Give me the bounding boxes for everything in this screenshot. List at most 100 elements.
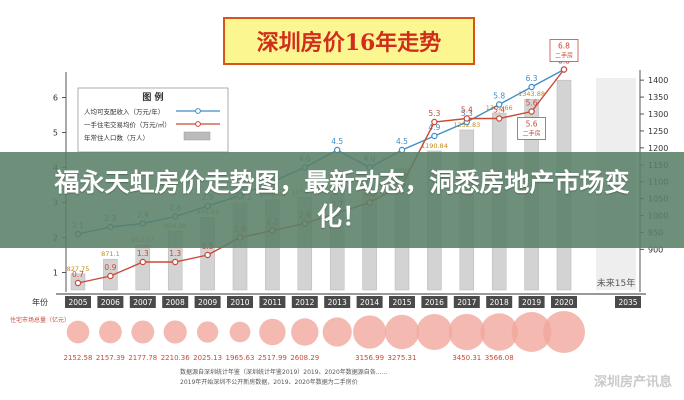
year-label: 2013 — [328, 298, 347, 307]
market-bubble — [229, 321, 251, 343]
year-label: 2007 — [133, 298, 152, 307]
year-box — [551, 296, 577, 308]
market-bubble — [163, 320, 187, 344]
price-point — [496, 115, 503, 122]
source-note-2: 2019年开始深圳不公开新房数据，2019、2020年数据为二手房价 — [180, 378, 358, 386]
chart-title: 深圳房价16年走势 — [257, 30, 442, 56]
year-axis-label: 年份 — [32, 297, 48, 307]
market-value-label: 2210.36 — [161, 354, 190, 362]
market-bubble — [259, 318, 286, 346]
price-point — [139, 258, 146, 266]
income-point — [431, 132, 438, 140]
price-point — [463, 115, 470, 122]
right-tick-label: 1300 — [648, 110, 668, 119]
year-box — [389, 296, 415, 308]
year-box — [65, 296, 91, 308]
year-box — [162, 296, 189, 308]
market-value-label: 3156.99 — [355, 354, 384, 362]
market-value-label: 1965.63 — [226, 354, 255, 362]
year-box — [421, 296, 448, 308]
price-point — [171, 258, 179, 266]
population-label: 1343.88 — [518, 90, 545, 98]
price-label: 1.3 — [137, 249, 149, 258]
price-label: 5.3 — [428, 109, 440, 118]
price-label: 0.9 — [104, 263, 116, 272]
market-bubble — [99, 320, 122, 344]
right-tick-label: 1400 — [648, 76, 668, 85]
price-point — [528, 108, 535, 115]
population-label: 827.75 — [67, 265, 90, 273]
year-label: 2010 — [230, 298, 249, 307]
price-note-box — [517, 117, 546, 140]
year-label: 2009 — [198, 298, 217, 307]
legend-marker — [195, 108, 201, 114]
price-point — [560, 66, 568, 73]
right-tick-label: 1200 — [648, 144, 668, 153]
price-label: 5.4 — [493, 106, 505, 115]
market-value-label: 2157.39 — [96, 354, 125, 362]
legend-label: 年常住人口数（万人） — [84, 133, 149, 142]
price-note-value: 5.6 — [526, 120, 538, 129]
income-point — [528, 83, 535, 91]
year-box — [486, 296, 513, 308]
market-bubble — [322, 317, 352, 347]
market-bubble — [543, 311, 585, 353]
price-point — [204, 251, 211, 259]
market-bubble — [196, 321, 219, 343]
year-box — [97, 296, 124, 308]
year-label: 2020 — [554, 298, 573, 307]
market-bubble — [353, 315, 387, 349]
legend-label: 人均可支配收入（万元/年） — [84, 107, 164, 116]
market-bubble — [291, 318, 319, 346]
market-bubble — [448, 313, 485, 351]
price-note-value: 6.8 — [558, 42, 570, 51]
price-label: 1.3 — [169, 249, 181, 258]
market-value-label: 2025.13 — [193, 354, 222, 362]
left-tick-label: 1 — [53, 269, 58, 278]
market-value-label: 2152.58 — [64, 354, 93, 362]
income-point — [496, 101, 503, 108]
future-note: 未来15年 — [597, 277, 635, 289]
right-tick-label: 1250 — [648, 127, 668, 136]
year-label: 2019 — [522, 298, 541, 307]
market-bubble — [384, 314, 420, 350]
year-box — [518, 296, 545, 308]
legend-marker — [195, 121, 201, 127]
legend-box — [77, 87, 229, 153]
left-tick-label: 6 — [53, 94, 58, 103]
price-note-text: 二手房 — [523, 130, 541, 138]
year-label: 2008 — [166, 298, 185, 307]
price-point — [107, 272, 114, 280]
watermark: 深圳房产讯息 — [594, 374, 672, 390]
market-value-label: 2517.99 — [258, 354, 287, 362]
market-value-label: 2608.29 — [290, 354, 319, 362]
market-value-label: 2177.78 — [128, 354, 157, 362]
year-box — [453, 296, 480, 308]
population-label: 1190.84 — [421, 142, 448, 150]
title-box — [223, 17, 475, 65]
year-label: 2035 — [618, 298, 637, 307]
year-box — [194, 296, 221, 308]
price-label: 5.4 — [461, 106, 473, 115]
year-label: 2006 — [101, 298, 120, 307]
market-value-label: 3566.08 — [485, 354, 514, 362]
year-box — [356, 296, 383, 308]
income-label: 4.9 — [428, 123, 440, 132]
source-note: 数据源自深圳统计年鉴（深圳统计年鉴2019）2019、2020年数据源自各…… — [180, 368, 388, 376]
legend-title: 图 例 — [142, 91, 163, 103]
year-box — [324, 296, 351, 308]
year-label: 2012 — [295, 298, 314, 307]
year-box — [291, 296, 318, 308]
year-label: 2011 — [263, 298, 282, 307]
year-box — [615, 296, 641, 308]
year-box — [227, 296, 253, 308]
bubble-row-label: 住宅市场总量（亿元） — [10, 316, 70, 324]
market-value-label: 3275.31 — [388, 354, 417, 362]
year-label: 2005 — [68, 298, 87, 307]
left-tick-label: 5 — [53, 129, 58, 138]
population-label: 871.1 — [101, 250, 120, 258]
income-label: 5.8 — [493, 92, 505, 101]
price-note-box — [549, 39, 579, 62]
